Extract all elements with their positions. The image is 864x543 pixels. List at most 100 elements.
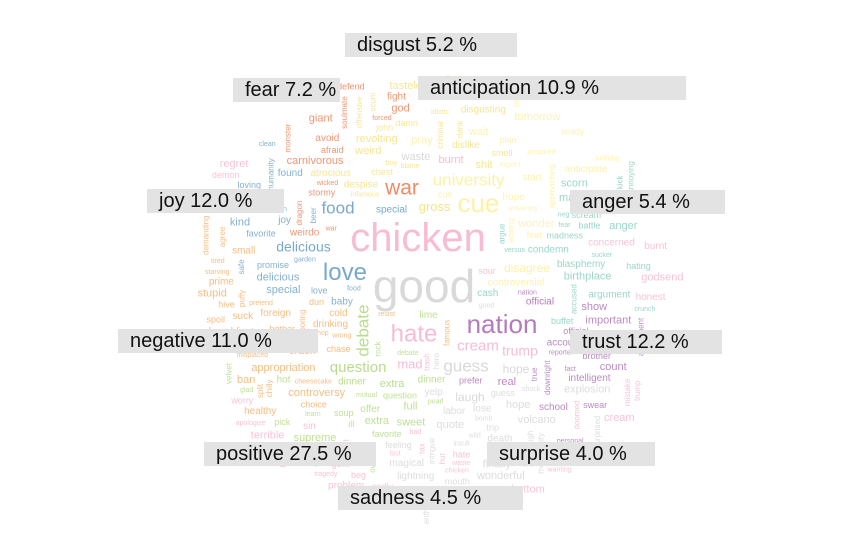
cloud-word: clean xyxy=(259,141,276,148)
cloud-word: blasphemy xyxy=(557,259,605,270)
cloud-word: delicious xyxy=(257,271,300,283)
cloud-word: hate xyxy=(391,321,438,348)
label-disgust: disgust 5.2 % xyxy=(345,33,517,57)
cloud-word: chop xyxy=(314,330,329,337)
cloud-word: dun xyxy=(309,297,324,307)
cloud-word: burnt xyxy=(438,154,463,166)
cloud-word: accused xyxy=(570,284,579,314)
cloud-word: boring xyxy=(298,309,307,331)
cloud-word: john xyxy=(375,122,393,132)
cloud-word: war xyxy=(325,226,338,233)
cloud-word: argue xyxy=(498,223,507,244)
cloud-word: doomed xyxy=(572,401,581,430)
cloud-word: favorite xyxy=(246,228,276,238)
cloud-word: wrong xyxy=(331,332,351,339)
cloud-word: tragedy xyxy=(314,471,338,478)
cloud-word: puffy xyxy=(238,290,247,307)
cloud-word: laugh xyxy=(455,390,484,404)
cloud-word: supreme xyxy=(294,432,337,444)
cloud-word: small xyxy=(232,245,255,256)
cloud-word: cue xyxy=(457,188,499,218)
cloud-word: safe xyxy=(237,259,246,275)
cloud-word: trip xyxy=(487,423,500,433)
cloud-word: dinner xyxy=(418,375,446,386)
cloud-word: lightning xyxy=(397,471,434,482)
cloud-word: condemn xyxy=(528,245,569,256)
cloud-word: humanity xyxy=(267,158,276,190)
cloud-word: demanding xyxy=(202,215,211,255)
cloud-word: cold xyxy=(329,308,347,319)
cloud-word: trump xyxy=(502,343,538,359)
cloud-word: question xyxy=(383,391,417,401)
cloud-word: waste xyxy=(451,460,470,467)
cloud-word: guess xyxy=(443,357,488,376)
cloud-word: battle xyxy=(578,221,600,231)
cloud-word: quote xyxy=(437,419,465,431)
label-anger: anger 5.4 % xyxy=(570,190,725,214)
cloud-word: defend xyxy=(337,81,365,91)
cloud-word: labor xyxy=(443,406,466,417)
cloud-word: scorn xyxy=(561,177,588,189)
cloud-word: swear xyxy=(583,400,607,410)
cloud-word: disagree xyxy=(504,261,550,275)
cloud-word: waiting xyxy=(506,218,515,244)
cloud-word: chicken xyxy=(445,468,469,475)
cloud-word: damn xyxy=(395,118,418,128)
label-positive: positive 27.5 % xyxy=(204,442,376,466)
cloud-word: wonder xyxy=(517,218,554,230)
label-negative: negative 11.0 % xyxy=(118,329,318,353)
cloud-word: plan xyxy=(500,135,517,145)
cloud-word: garden xyxy=(294,256,316,263)
cloud-word: carnivorous xyxy=(287,155,344,167)
cloud-word: learn xyxy=(305,411,321,418)
cloud-word: reporter xyxy=(549,350,574,357)
cloud-word: special xyxy=(376,205,407,216)
cloud-word: loving xyxy=(237,180,261,190)
cloud-word: food xyxy=(321,199,354,218)
cloud-word: criminal xyxy=(436,121,445,149)
cloud-word: hut xyxy=(438,452,447,464)
cloud-word: demon xyxy=(212,170,240,180)
cloud-word: brother xyxy=(583,351,612,361)
cloud-word: cue xyxy=(438,190,453,200)
cloud-word: neg xyxy=(558,212,570,219)
cloud-word: blame xyxy=(401,163,420,170)
cloud-word: prefer xyxy=(459,375,483,385)
cloud-word: offer xyxy=(360,404,380,415)
cloud-word: misplaced xyxy=(237,352,269,359)
cloud-word: atrocious xyxy=(310,168,351,179)
cloud-word: anger xyxy=(609,220,637,232)
cloud-word: drinking xyxy=(313,319,348,330)
cloud-word: birthday xyxy=(596,156,621,163)
cloud-word: monster xyxy=(283,123,292,152)
cloud-word: controversy xyxy=(288,387,345,399)
cloud-word: stupid xyxy=(197,288,226,300)
cloud-word: promise xyxy=(257,260,289,270)
cloud-word: glad xyxy=(240,387,253,394)
cloud-word: weirdo xyxy=(289,227,320,238)
cloud-word: show xyxy=(581,301,607,313)
cloud-word: scream xyxy=(572,210,602,220)
cloud-word: dislike xyxy=(452,140,480,151)
cloud-word: infamous xyxy=(351,191,380,198)
cloud-word: velvet xyxy=(224,362,233,384)
cloud-word: beer xyxy=(309,207,318,223)
cloud-word: found xyxy=(278,168,303,179)
cloud-word: offensive xyxy=(355,96,364,128)
cloud-word: god xyxy=(391,102,409,114)
cloud-word: honest xyxy=(636,292,666,303)
cloud-word: hate xyxy=(453,450,471,460)
cloud-word: university xyxy=(433,170,505,189)
cloud-word: worry xyxy=(230,395,253,405)
cloud-word: delicious xyxy=(276,238,330,254)
cloud-word: burnt xyxy=(644,241,667,252)
cloud-word: famous xyxy=(443,320,452,346)
cloud-word: foreign xyxy=(260,308,291,319)
cloud-word: smell xyxy=(491,148,512,158)
cloud-word: laugh xyxy=(526,431,535,451)
cloud-word: intelligent xyxy=(568,373,610,384)
cloud-word: debate xyxy=(354,305,373,357)
cloud-word: true xyxy=(530,367,539,381)
cloud-word: shock xyxy=(522,386,541,393)
